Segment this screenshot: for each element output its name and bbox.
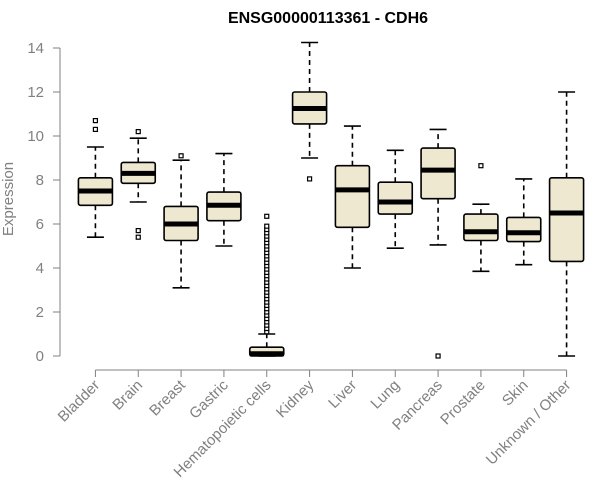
x-tick-label-prostate: Prostate [437, 377, 489, 429]
outlier-point [435, 353, 441, 359]
box-pancreas [420, 128, 456, 359]
box-breast [163, 153, 199, 289]
chart-title: ENSG00000113361 - CDH6 [228, 10, 428, 27]
outlier-point [135, 234, 141, 240]
box-iqr [420, 147, 456, 200]
outlier-point [264, 223, 270, 229]
box-unknown-other [548, 91, 585, 357]
box-prostate [463, 163, 499, 273]
y-axis: 0 2 4 6 8 10 12 14 [27, 40, 61, 365]
box-lung [377, 149, 414, 249]
boxes-layer [77, 41, 585, 359]
y-tick-label: 6 [36, 216, 44, 233]
x-tick-label-brain: Brain [109, 377, 146, 414]
box-iqr [463, 213, 499, 242]
outlier-point [178, 153, 184, 159]
box-skin [505, 178, 542, 266]
box-liver [334, 125, 371, 269]
outlier-point [264, 213, 270, 219]
outlier-point [135, 129, 141, 135]
outlier-point [478, 163, 484, 169]
y-tick-label: 14 [27, 40, 44, 57]
outlier-point [92, 117, 99, 124]
y-tick-label: 0 [36, 348, 44, 365]
outlier-point [135, 228, 141, 234]
y-tick-label: 12 [27, 84, 44, 101]
box-kidney [291, 41, 328, 182]
y-axis-label: Expression [0, 162, 17, 236]
x-tick-label-lung: Lung [367, 377, 403, 413]
x-tick-label-liver: Liver [325, 377, 360, 412]
y-tick-label: 10 [27, 128, 44, 145]
y-tick-label: 4 [36, 260, 44, 277]
box-bladder [77, 117, 114, 238]
box-iqr [377, 181, 414, 215]
box-iqr [548, 177, 585, 263]
box-hematopoietic-cells [248, 213, 285, 357]
box-iqr [334, 164, 371, 229]
box-iqr [505, 216, 542, 243]
x-tick-label-bladder: Bladder [55, 377, 104, 426]
x-tick-label-skin: Skin [499, 377, 532, 410]
box-gastric [206, 152, 242, 247]
x-tick-label-breast: Breast [146, 376, 189, 419]
x-tick-label-kidney: Kidney [273, 376, 318, 421]
y-tick-label: 2 [36, 304, 44, 321]
y-tick-label: 8 [36, 172, 44, 189]
outlier-point [306, 176, 313, 182]
outlier-point [92, 126, 99, 133]
box-brain [120, 129, 157, 240]
